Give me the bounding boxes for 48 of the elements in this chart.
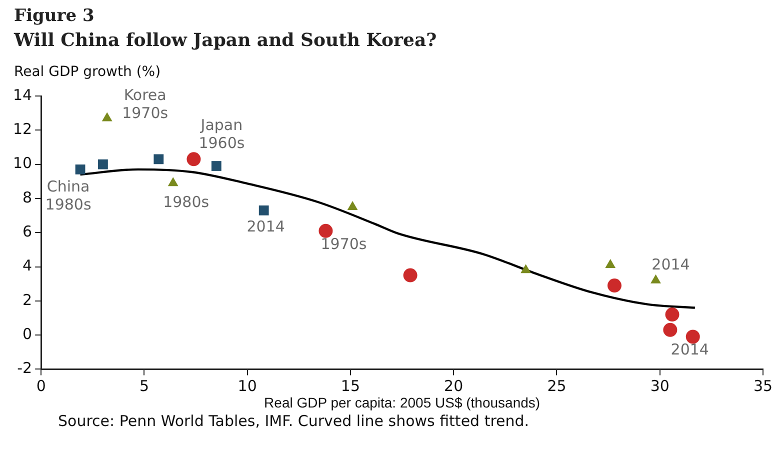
- point: [318, 224, 333, 238]
- point: [520, 264, 531, 274]
- x-tick-label: 30: [650, 377, 670, 396]
- point: [154, 154, 164, 164]
- point: [75, 164, 86, 174]
- point: [347, 200, 358, 210]
- y-tick-label: 2: [22, 290, 32, 309]
- point: [258, 205, 269, 216]
- y-tick-label: 4: [22, 256, 32, 275]
- chart-title: Figure 3: [14, 6, 94, 26]
- point: [168, 177, 178, 186]
- y-tick-label: 10: [12, 154, 32, 172]
- annotation: 2014: [670, 340, 709, 359]
- x-tick-label: 25: [547, 377, 566, 396]
- y-tick-label: -2: [17, 359, 32, 378]
- annotation: 2014: [652, 255, 690, 274]
- y-tick-label: 8: [22, 188, 32, 206]
- point: [607, 278, 622, 293]
- x-axis-title: Real GDP per capita: 2005 US$ (thousands): [264, 394, 540, 410]
- x-tick-label: 5: [139, 377, 149, 396]
- annotation: Korea 1970s: [122, 86, 168, 122]
- point: [102, 112, 112, 122]
- y-tick-label: 12: [12, 120, 32, 138]
- y-tick-label: 0: [22, 324, 32, 343]
- point: [186, 152, 201, 166]
- x-tick-label: 35: [753, 377, 773, 396]
- point: [665, 308, 680, 322]
- annotation: China 1980s: [45, 177, 92, 214]
- x-tick-label: 0: [36, 377, 46, 396]
- point: [663, 322, 678, 337]
- y-tick-label: 6: [22, 222, 32, 240]
- point: [686, 330, 700, 344]
- annotation: 2014: [246, 217, 285, 236]
- x-tick-label: 10: [238, 377, 257, 396]
- x-tick-label: 20: [444, 377, 464, 396]
- point: [605, 259, 616, 268]
- x-tick-label: 15: [340, 377, 360, 396]
- y-axis-title: Real GDP growth (%): [14, 64, 161, 80]
- point: [98, 159, 108, 170]
- annotation: 1980s: [163, 192, 210, 211]
- annotation: Japan 1960s: [198, 116, 245, 152]
- annotation: 1970s: [320, 234, 367, 253]
- y-tick-label: 14: [12, 86, 32, 104]
- point: [650, 274, 661, 284]
- chart-subtitle: Will China follow Japan and South Korea?: [14, 30, 437, 51]
- source-note: Source: Penn World Tables, IMF. Curved line shows fitted trend.: [58, 412, 530, 431]
- point: [211, 161, 222, 171]
- point: [403, 268, 418, 282]
